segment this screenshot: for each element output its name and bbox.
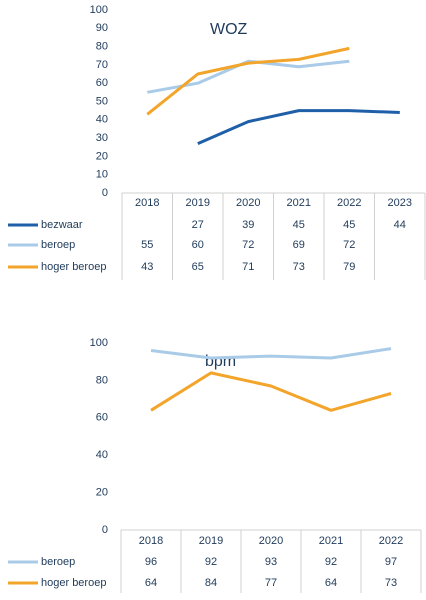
y-tick-label: 20 bbox=[96, 487, 108, 499]
x-tick-label: 2021 bbox=[287, 197, 311, 209]
x-tick-label: 2023 bbox=[388, 197, 412, 209]
y-tick-label: 40 bbox=[96, 114, 108, 126]
series-line bbox=[150, 371, 392, 412]
table-value: 84 bbox=[205, 577, 217, 589]
series-line bbox=[146, 46, 350, 116]
y-tick-label: 70 bbox=[96, 59, 108, 71]
table-value: 79 bbox=[343, 261, 355, 273]
y-tick-label: 20 bbox=[96, 150, 108, 162]
y-tick-label: 50 bbox=[96, 95, 108, 107]
table-value: 44 bbox=[394, 219, 406, 231]
series-line bbox=[150, 347, 392, 360]
table-value: 92 bbox=[325, 556, 337, 568]
table-value: 60 bbox=[192, 239, 204, 251]
y-tick-label: 80 bbox=[96, 41, 108, 53]
x-tick-label: 2022 bbox=[379, 535, 403, 547]
table-value: 72 bbox=[343, 239, 355, 251]
table-value: 73 bbox=[385, 577, 397, 589]
y-tick-label: 0 bbox=[102, 187, 108, 199]
y-tick-label: 10 bbox=[96, 169, 108, 181]
chart-title: WOZ bbox=[210, 21, 248, 38]
legend-label: beroep bbox=[41, 239, 75, 251]
x-tick-label: 2018 bbox=[139, 535, 163, 547]
table-value: 73 bbox=[293, 261, 305, 273]
table-value: 45 bbox=[293, 219, 305, 231]
chart-title: bpm bbox=[205, 353, 236, 370]
table-value: 39 bbox=[242, 219, 254, 231]
legend-label: hoger beroep bbox=[41, 261, 106, 273]
y-tick-label: 60 bbox=[96, 412, 108, 424]
table-value: 92 bbox=[205, 556, 217, 568]
table-value: 72 bbox=[242, 239, 254, 251]
table-value: 64 bbox=[325, 577, 337, 589]
table-value: 71 bbox=[242, 261, 254, 273]
y-tick-label: 100 bbox=[90, 4, 108, 16]
x-tick-label: 2019 bbox=[199, 535, 223, 547]
legend-label: hoger beroep bbox=[41, 577, 106, 589]
table-value: 93 bbox=[265, 556, 277, 568]
table-value: 43 bbox=[141, 261, 153, 273]
table-value: 27 bbox=[192, 219, 204, 231]
y-tick-label: 80 bbox=[96, 374, 108, 386]
table-value: 77 bbox=[265, 577, 277, 589]
x-tick-label: 2021 bbox=[319, 535, 343, 547]
table-value: 69 bbox=[293, 239, 305, 251]
legend-label: bezwaar bbox=[41, 219, 83, 231]
table-value: 64 bbox=[145, 577, 157, 589]
table-value: 97 bbox=[385, 556, 397, 568]
x-tick-label: 2022 bbox=[337, 197, 361, 209]
legend-label: beroep bbox=[41, 556, 75, 568]
x-tick-label: 2020 bbox=[259, 535, 283, 547]
y-tick-label: 60 bbox=[96, 77, 108, 89]
series-line bbox=[197, 109, 400, 145]
table-value: 96 bbox=[145, 556, 157, 568]
x-tick-label: 2020 bbox=[236, 197, 260, 209]
y-tick-label: 40 bbox=[96, 449, 108, 461]
table-value: 65 bbox=[192, 261, 204, 273]
x-tick-label: 2019 bbox=[186, 197, 210, 209]
y-tick-label: 30 bbox=[96, 132, 108, 144]
y-tick-label: 90 bbox=[96, 22, 108, 34]
x-tick-label: 2018 bbox=[135, 197, 159, 209]
series-line bbox=[147, 59, 350, 94]
y-tick-label: 100 bbox=[90, 337, 108, 349]
y-tick-label: 0 bbox=[102, 524, 108, 536]
table-value: 55 bbox=[141, 239, 153, 251]
table-value: 45 bbox=[343, 219, 355, 231]
